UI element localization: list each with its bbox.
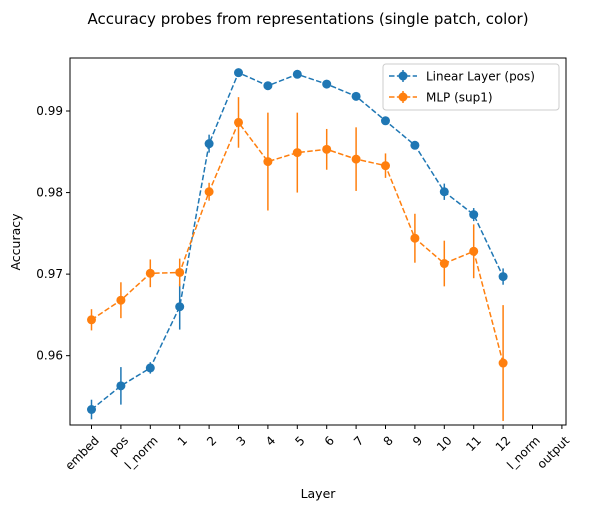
axes-frame xyxy=(70,58,566,425)
data-point xyxy=(116,381,125,390)
data-point xyxy=(410,234,419,243)
data-point xyxy=(381,116,390,125)
data-point xyxy=(234,118,243,127)
y-tick-label: 0.96 xyxy=(36,349,63,363)
data-point xyxy=(87,315,96,324)
x-tick-label: pos xyxy=(106,433,131,458)
data-point xyxy=(146,363,155,372)
x-tick-label: 12 xyxy=(493,433,514,454)
y-axis-label: Accuracy xyxy=(8,213,23,271)
legend-marker xyxy=(399,72,408,81)
x-tick-label: l_norm xyxy=(504,433,543,472)
data-point xyxy=(352,92,361,101)
x-tick-label: 8 xyxy=(381,433,396,448)
y-tick-label: 0.98 xyxy=(36,186,63,200)
x-tick-label: 6 xyxy=(322,433,337,448)
chart-title: Accuracy probes from representations (si… xyxy=(87,10,528,28)
plot-area xyxy=(87,68,508,421)
x-tick-label: embed xyxy=(62,433,101,472)
data-point xyxy=(440,187,449,196)
legend-label: MLP (sup1) xyxy=(426,91,493,105)
y-tick-label: 0.99 xyxy=(36,104,63,118)
data-point xyxy=(440,259,449,268)
data-point xyxy=(469,247,478,256)
data-point xyxy=(234,68,243,77)
data-point xyxy=(175,268,184,277)
legend: Linear Layer (pos) MLP (sup1) xyxy=(383,64,559,110)
x-tick-label: 7 xyxy=(351,433,366,448)
data-point xyxy=(352,155,361,164)
x-tick-label: 11 xyxy=(463,433,484,454)
x-tick-label: 2 xyxy=(204,433,219,448)
data-point xyxy=(293,70,302,79)
y-axis-ticks: 0.96 0.97 0.98 0.99 xyxy=(36,104,70,363)
y-tick-label: 0.97 xyxy=(36,267,63,281)
data-point xyxy=(499,359,508,368)
x-tick-label: 1 xyxy=(175,433,190,448)
legend-marker xyxy=(399,93,408,102)
data-point xyxy=(381,161,390,170)
data-point xyxy=(293,148,302,157)
x-axis-label: Layer xyxy=(301,486,337,501)
x-tick-label: 3 xyxy=(234,433,249,448)
data-point xyxy=(205,139,214,148)
data-point xyxy=(322,145,331,154)
legend-label: Linear Layer (pos) xyxy=(426,70,535,84)
data-point xyxy=(87,405,96,414)
data-point xyxy=(469,210,478,219)
x-tick-label: 10 xyxy=(434,433,455,454)
x-tick-label: output xyxy=(534,433,572,471)
x-tick-label: 9 xyxy=(410,433,425,448)
data-point xyxy=(116,296,125,305)
x-tick-label: l_norm xyxy=(122,433,161,472)
data-point xyxy=(322,80,331,89)
data-point xyxy=(410,141,419,150)
data-point xyxy=(263,157,272,166)
data-point xyxy=(263,81,272,90)
data-point xyxy=(175,302,184,311)
x-tick-label: 4 xyxy=(263,433,278,448)
data-point xyxy=(499,272,508,281)
data-point xyxy=(205,187,214,196)
data-point xyxy=(146,269,155,278)
x-tick-label: 5 xyxy=(292,433,307,448)
